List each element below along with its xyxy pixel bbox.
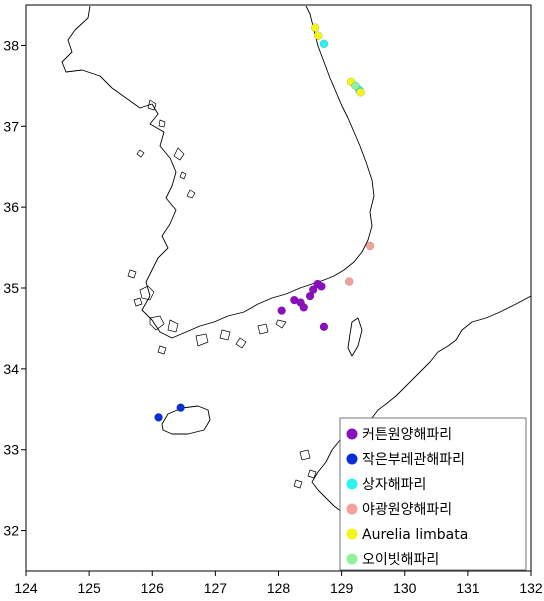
data-point-series-4: [356, 88, 365, 97]
legend-marker: [346, 553, 358, 565]
data-point-series-0: [319, 322, 329, 332]
legend-marker: [346, 453, 358, 465]
west-islands-1: [136, 99, 166, 158]
legend-label: 상자해파리: [362, 477, 426, 493]
y-tick-label: 32: [3, 523, 19, 539]
y-axis: 32 33 34 35 36 37 38: [3, 37, 26, 539]
jeju-island: [161, 405, 211, 435]
legend-marker: [346, 478, 358, 490]
goto-islands: [293, 449, 317, 489]
legend-marker: [346, 503, 358, 515]
y-tick-label: 38: [3, 37, 19, 53]
x-tick-label: 131: [456, 580, 480, 596]
x-tick-label: 129: [330, 580, 354, 596]
data-point-series-3: [344, 277, 354, 286]
legend-label: 야광원양해파리: [362, 502, 452, 518]
x-tick-label: 128: [267, 580, 291, 596]
japan-coastline: [345, 295, 532, 443]
data-point-series-0: [308, 285, 318, 294]
data-point-series-0: [299, 303, 308, 312]
korea-coastline: [61, 5, 375, 339]
x-tick-label: 130: [393, 580, 417, 596]
y-tick-label: 33: [3, 442, 19, 458]
y-tick-label: 34: [3, 361, 19, 377]
southwest-archipelago: [127, 269, 287, 355]
data-point-series-0: [317, 282, 326, 291]
x-tick-label: 127: [204, 580, 228, 596]
data-point-series-4: [310, 23, 320, 32]
y-tick-label: 36: [3, 199, 19, 215]
x-tick-label: 132: [519, 580, 543, 596]
x-axis: 124 125 126 127 128 129 130 131 132: [14, 571, 543, 596]
data-point-series-2: [319, 39, 329, 49]
data-point-series-1: [176, 403, 185, 412]
data-point-series-0: [277, 306, 286, 315]
legend-label: Aurelia limbata: [362, 527, 468, 543]
data-point-series-4: [314, 31, 323, 40]
data-point-series-0: [305, 291, 315, 301]
x-tick-label: 124: [14, 580, 38, 596]
data-points: [154, 23, 375, 422]
y-tick-label: 35: [3, 280, 19, 296]
data-point-series-5: [351, 81, 360, 91]
legend-marker: [346, 428, 358, 440]
x-tick-label: 126: [141, 580, 165, 596]
data-point-series-1: [154, 413, 163, 422]
legend-label: 오이빗해파리: [362, 552, 439, 568]
legend-label: 작은부레관해파리: [362, 452, 465, 468]
legend-marker: [346, 528, 358, 540]
west-islands-2: [173, 147, 196, 199]
legend-box: [339, 417, 527, 571]
data-point-series-3: [365, 241, 375, 251]
x-tick-label: 125: [77, 580, 101, 596]
legend-label: 커튼원양해파리: [362, 427, 452, 443]
tsushima-island: [347, 317, 363, 357]
y-tick-label: 37: [3, 118, 19, 134]
